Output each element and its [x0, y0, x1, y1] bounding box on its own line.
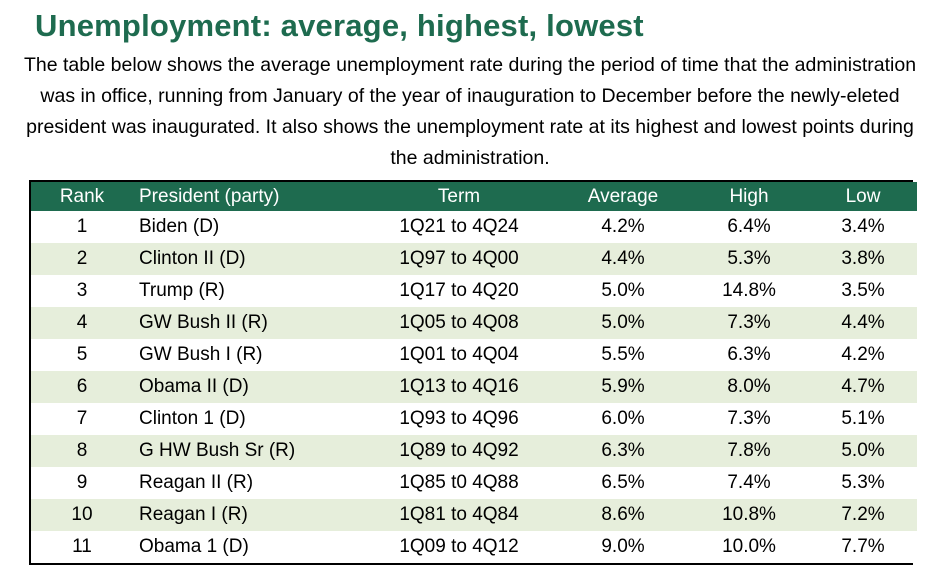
cell-rank: 1 [76, 216, 88, 237]
cell-term: 1Q97 to 4Q00 [399, 248, 519, 269]
cell-low: 7.2% [841, 504, 885, 525]
cell-term: 1Q05 to 4Q08 [399, 312, 519, 333]
cell-term: 1Q21 to 4Q24 [399, 216, 519, 237]
table-row: 5 GW Bush I (R) 1Q01 to 4Q04 5.5% 6.3% 4.2% [31, 339, 917, 371]
header-president: President (party) [139, 185, 280, 207]
cell-president: GW Bush I (R) [139, 344, 263, 365]
cell-low: 3.8% [841, 248, 885, 269]
page-title: Unemployment: average, highest, lowest [35, 8, 644, 43]
cell-low: 3.4% [841, 216, 885, 237]
cell-high: 7.3% [727, 408, 771, 429]
cell-term: 1Q09 to 4Q12 [399, 536, 519, 557]
cell-term: 1Q13 to 4Q16 [399, 376, 519, 397]
table-row: 3 Trump (R) 1Q17 to 4Q20 5.0% 14.8% 3.5% [31, 275, 917, 307]
cell-president: Reagan II (R) [139, 472, 254, 493]
cell-president: Obama 1 (D) [139, 536, 249, 557]
table-body: 1 Biden (D) 1Q21 to 4Q24 4.2% 6.4% 3.4% 2 Clint… [31, 211, 917, 563]
cell-average: 6.5% [601, 472, 645, 493]
table-header-row: Rank President (party) Term Average High… [31, 182, 917, 211]
cell-high: 6.3% [727, 344, 771, 365]
cell-average: 9.0% [601, 536, 645, 557]
cell-president: Trump (R) [139, 280, 225, 301]
cell-low: 4.7% [841, 376, 885, 397]
header-low: Low [845, 185, 881, 207]
cell-president: Reagan I (R) [139, 504, 248, 525]
cell-rank: 5 [76, 344, 88, 365]
cell-low: 4.2% [841, 344, 885, 365]
table-row: 10 Reagan I (R) 1Q81 to 4Q84 8.6% 10.8% 7.2% [31, 499, 917, 531]
table-row: 7 Clinton 1 (D) 1Q93 to 4Q96 6.0% 7.3% 5.1% [31, 403, 917, 435]
cell-rank: 10 [71, 504, 93, 525]
table-row: 6 Obama II (D) 1Q13 to 4Q16 5.9% 8.0% 4.7% [31, 371, 917, 403]
cell-average: 4.4% [601, 248, 645, 269]
table-row: 8 G HW Bush Sr (R) 1Q89 to 4Q92 6.3% 7.8% 5.0… [31, 435, 917, 467]
header-term: Term [437, 185, 481, 207]
cell-high: 6.4% [727, 216, 771, 237]
cell-rank: 6 [76, 376, 88, 397]
unemployment-table: Rank President (party) Term Average High… [31, 182, 917, 563]
header-rank: Rank [59, 185, 105, 207]
cell-rank: 7 [76, 408, 88, 429]
cell-rank: 4 [76, 312, 88, 333]
page-subtitle: The table below shows the average unempl… [23, 54, 917, 169]
cell-average: 6.3% [601, 440, 645, 461]
cell-term: 1Q89 to 4Q92 [399, 440, 519, 461]
cell-average: 5.9% [601, 376, 645, 397]
unemployment-table-container: Rank President (party) Term Average High… [29, 180, 917, 565]
cell-rank: 8 [76, 440, 88, 461]
cell-average: 5.0% [601, 280, 645, 301]
cell-rank: 9 [76, 472, 88, 493]
header-high: High [729, 185, 769, 207]
cell-average: 8.6% [601, 504, 645, 525]
table-row: 2 Clinton II (D) 1Q97 to 4Q00 4.4% 5.3% 3.8% [31, 243, 917, 275]
cell-rank: 11 [72, 536, 92, 557]
cell-average: 4.2% [601, 216, 645, 237]
cell-president: G HW Bush Sr (R) [139, 440, 296, 461]
cell-term: 1Q85 t0 4Q88 [399, 472, 519, 493]
cell-low: 5.1% [841, 408, 885, 429]
cell-average: 5.0% [601, 312, 645, 333]
cell-president: Biden (D) [139, 216, 220, 237]
cell-high: 7.4% [727, 472, 771, 493]
cell-low: 3.5% [841, 280, 885, 301]
cell-high: 14.8% [722, 280, 776, 301]
cell-term: 1Q17 to 4Q20 [399, 280, 519, 301]
table-row: 1 Biden (D) 1Q21 to 4Q24 4.2% 6.4% 3.4% [31, 211, 917, 243]
cell-high: 10.0% [722, 536, 776, 557]
cell-president: Clinton II (D) [139, 248, 246, 269]
table-row: 9 Reagan II (R) 1Q85 t0 4Q88 6.5% 7.4% 5.3% [31, 467, 917, 499]
cell-average: 6.0% [601, 408, 645, 429]
table-row: 4 GW Bush II (R) 1Q05 to 4Q08 5.0% 7.3% 4.4% [31, 307, 917, 339]
cell-rank: 3 [76, 280, 88, 301]
cell-low: 5.0% [841, 440, 885, 461]
cell-high: 7.3% [727, 312, 771, 333]
cell-low: 7.7% [841, 536, 885, 557]
cell-high: 10.8% [722, 504, 776, 525]
cell-low: 5.3% [841, 472, 885, 493]
cell-president: Obama II (D) [139, 376, 249, 397]
cell-term: 1Q93 to 4Q96 [399, 408, 519, 429]
cell-average: 5.5% [601, 344, 645, 365]
cell-term: 1Q81 to 4Q84 [399, 504, 519, 525]
cell-term: 1Q01 to 4Q04 [399, 344, 519, 365]
table-row: 11 Obama 1 (D) 1Q09 to 4Q12 9.0% 10.0% 7.7% [31, 531, 917, 563]
cell-high: 5.3% [727, 248, 771, 269]
cell-president: Clinton 1 (D) [139, 408, 246, 429]
cell-rank: 2 [76, 248, 88, 269]
cell-high: 8.0% [727, 376, 771, 397]
cell-high: 7.8% [727, 440, 771, 461]
cell-low: 4.4% [841, 312, 885, 333]
header-average: Average [587, 185, 659, 207]
cell-president: GW Bush II (R) [139, 312, 268, 333]
